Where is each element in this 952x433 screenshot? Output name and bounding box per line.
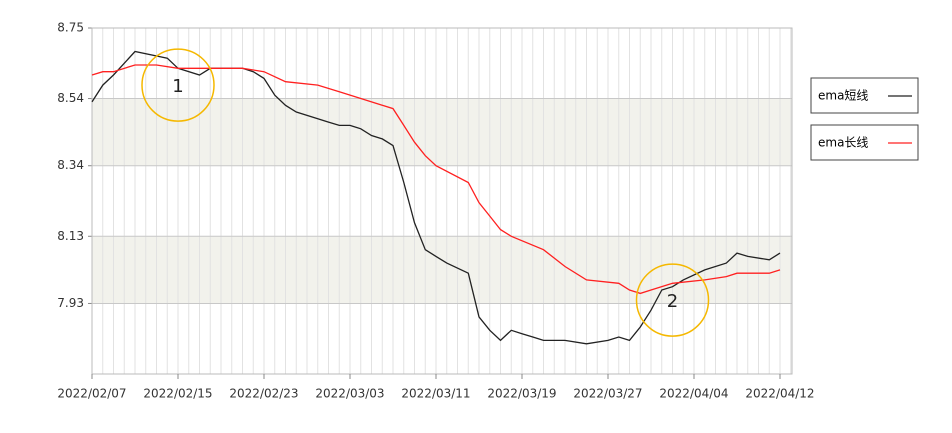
annotation-circle: [635, 263, 710, 337]
x-tick-label: 2022/02/23: [229, 387, 298, 401]
x-tick-label: 2022/04/04: [659, 387, 728, 401]
annotation-label: 2: [667, 291, 678, 312]
legend-item: ema短线: [810, 77, 919, 114]
annotation-label: 1: [172, 76, 183, 97]
x-tick-label: 2022/03/03: [315, 387, 384, 401]
x-tick-label: 2022/03/27: [573, 387, 642, 401]
legend-label: ema长线: [818, 136, 868, 150]
x-tick-label: 2022/03/11: [401, 387, 470, 401]
y-tick-label: 8.34: [57, 158, 84, 172]
x-tick-label: 2022/02/15: [143, 387, 212, 401]
x-tick-label: 2022/04/12: [745, 387, 814, 401]
grid-band: [92, 236, 792, 304]
legend-label: ema短线: [818, 89, 868, 103]
y-tick-label: 8.54: [57, 91, 84, 105]
plot-frame: [91, 27, 793, 375]
y-tick-label: 7.93: [57, 296, 84, 310]
x-tick-label: 2022/03/19: [487, 387, 556, 401]
x-tick-label: 2022/02/07: [57, 387, 126, 401]
annotation-circle: [141, 48, 215, 122]
y-tick-label: 8.75: [57, 21, 84, 35]
legend-item: ema长线: [810, 124, 919, 161]
y-tick-label: 8.13: [57, 229, 84, 243]
grid-band: [92, 98, 792, 166]
